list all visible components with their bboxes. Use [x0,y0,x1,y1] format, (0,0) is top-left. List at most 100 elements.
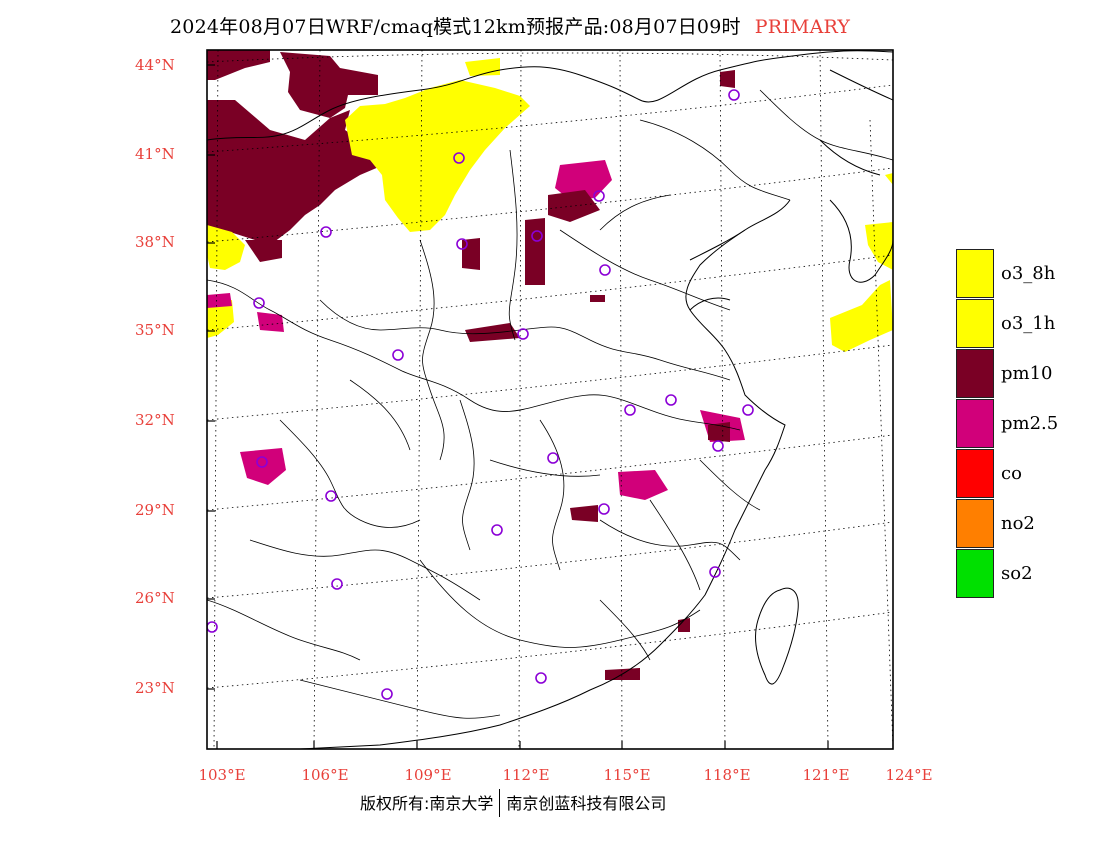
o3-region-east2 [865,222,893,270]
legend-item-so2: so2 [956,549,1096,599]
circle-marker-icon [491,524,503,536]
circle-marker-icon [598,503,610,515]
pm10-cluster-beijing [548,190,600,222]
border-north [207,50,893,141]
circle-marker-icon [728,89,740,101]
pm10-cluster-chongqing [590,295,605,302]
circle-marker-icon [531,230,543,242]
legend-label: pm10 [1001,363,1053,384]
circle-marker-icon [381,688,393,700]
legend-item-pm25: pm2.5 [956,399,1096,449]
circle-marker-icon [535,672,547,684]
lat-label: 29°N [135,501,175,519]
circle-marker-icon [547,452,559,464]
o3-region-west [207,225,245,270]
circle-marker-icon [392,349,404,361]
legend-item-o3-8h: o3_8h [956,249,1096,299]
circle-marker-icon [207,621,218,633]
lon-label: 106°E [301,766,349,784]
copyright-footer: 版权所有:南京大学 南京创蓝科技有限公司 [360,788,667,819]
legend-swatch [956,499,994,548]
legend-item-co: co [956,449,1096,499]
pm25-cluster-nw [207,293,232,308]
o3-region-top-small [465,58,500,76]
lat-label: 32°N [135,411,175,429]
station-markers [207,89,754,700]
lon-label: 109°E [404,766,452,784]
primary-tag: PRIMARY [754,16,851,38]
pm10-cluster-hebei [525,218,545,285]
map-area [207,50,893,749]
taiwan-island [755,587,799,685]
pm10-cluster-jiangsu [708,422,730,442]
lon-ticks [216,741,829,749]
circle-marker-icon [456,238,468,250]
circle-marker-icon [624,404,636,416]
lon-label: 121°E [802,766,850,784]
lon-label: 103°E [198,766,246,784]
circle-marker-icon [325,490,337,502]
legend-item-pm10: pm10 [956,349,1096,399]
pm10-region-north-top [207,50,270,80]
o3-region-north [345,80,530,232]
circle-marker-icon [599,264,611,276]
legend-item-o3-1h: o3_1h [956,299,1096,349]
lon-label: 124°E [885,766,933,784]
circle-marker-icon [453,152,465,164]
o3-region-ne-edge [885,173,893,185]
latlon-grid [207,50,893,749]
pm10-cluster-anhui [570,505,598,522]
circle-marker-icon [709,566,721,578]
pm25-cluster-hubei [618,470,668,500]
circle-marker-icon [593,190,605,202]
legend-item-no2: no2 [956,499,1096,549]
pm25-cluster-gansu [257,312,284,332]
circle-marker-icon [712,440,724,452]
circle-marker-icon [253,297,265,309]
lat-label: 23°N [135,679,175,697]
circle-marker-icon [331,578,343,590]
copyright-left: 版权所有:南京大学 [360,794,494,813]
shandong-coast [689,229,746,311]
pm10-cluster-ne [720,70,735,88]
legend-swatch [956,299,994,348]
legend-label: pm2.5 [1001,413,1059,434]
map-frame [206,49,894,750]
map-title: 2024年08月07日WRF/cmaq模式12km预报产品:08月07日09时 P… [170,12,850,39]
lat-label: 35°N [135,321,175,339]
lon-label: 118°E [703,766,751,784]
title-text: 2024年08月07日WRF/cmaq模式12km预报产品:08月07日09时 [170,16,741,38]
legend-label: no2 [1001,513,1035,534]
circle-marker-icon [517,328,529,340]
circle-marker-icon [742,404,754,416]
legend-label: so2 [1001,563,1033,584]
circle-marker-icon [320,226,332,238]
o3-region-sw [207,300,234,338]
legend-swatch [956,349,994,398]
legend-label: co [1001,463,1022,484]
lat-label: 26°N [135,589,175,607]
o3-region-east [830,280,893,352]
circle-marker-icon [665,394,677,406]
legend-swatch [956,449,994,498]
legend-swatch [956,249,994,298]
lat-label: 38°N [135,233,175,251]
lat-label: 44°N [135,56,175,74]
lon-label: 115°E [603,766,651,784]
pm25-cluster-beijing [555,160,612,200]
legend-label: o3_8h [1001,263,1056,284]
lat-label: 41°N [135,145,175,163]
legend-swatch [956,549,994,598]
pm10-region-northwest [207,100,395,245]
legend-label: o3_1h [1001,313,1056,334]
copyright-right: 南京创蓝科技有限公司 [506,794,667,813]
pm10-region-north-top2 [280,52,378,118]
korea-coast [829,199,893,283]
footer-divider [499,788,501,817]
legend-swatch [956,399,994,448]
lon-label: 112°E [502,766,550,784]
circle-marker-icon [256,456,268,468]
pm10-cluster-ningxia [245,240,282,262]
lat-ticks [207,64,215,690]
